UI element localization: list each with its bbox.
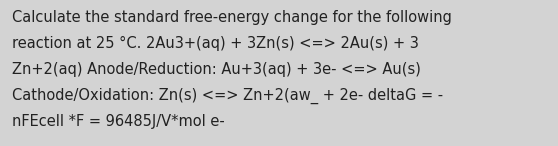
Text: nFEcell *F = 96485J/V*mol e-: nFEcell *F = 96485J/V*mol e- (12, 114, 225, 129)
Text: reaction at 25 °C. 2Au3+(aq) + 3Zn(s) <=> 2Au(s) + 3: reaction at 25 °C. 2Au3+(aq) + 3Zn(s) <=… (12, 36, 419, 51)
Text: Cathode/Oxidation: Zn(s) <=> Zn+2(aw_ + 2e- deltaG = -: Cathode/Oxidation: Zn(s) <=> Zn+2(aw_ + … (12, 88, 443, 104)
Text: Calculate the standard free-energy change for the following: Calculate the standard free-energy chang… (12, 10, 452, 25)
Text: Zn+2(aq) Anode/Reduction: Au+3(aq) + 3e- <=> Au(s): Zn+2(aq) Anode/Reduction: Au+3(aq) + 3e-… (12, 62, 421, 77)
